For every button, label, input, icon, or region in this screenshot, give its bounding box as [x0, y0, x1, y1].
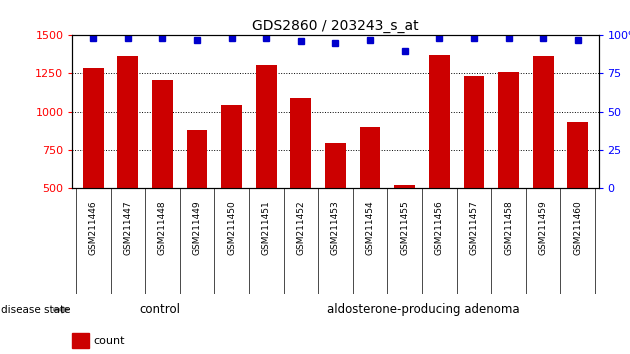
Bar — [464, 76, 484, 188]
Text: GSM211448: GSM211448 — [158, 200, 167, 255]
Text: GSM211446: GSM211446 — [89, 200, 98, 255]
Text: GSM211454: GSM211454 — [365, 200, 375, 255]
Text: GSM211452: GSM211452 — [296, 200, 306, 255]
Text: GSM211455: GSM211455 — [400, 200, 410, 255]
Text: GSM211456: GSM211456 — [435, 200, 444, 255]
Bar — [117, 56, 138, 188]
Text: count: count — [93, 336, 125, 346]
Text: GSM211460: GSM211460 — [573, 200, 582, 255]
Bar — [360, 127, 381, 188]
Text: GSM211459: GSM211459 — [539, 200, 547, 255]
Bar — [429, 55, 450, 188]
Bar — [152, 80, 173, 188]
Bar — [533, 56, 554, 188]
Text: aldosterone-producing adenoma: aldosterone-producing adenoma — [327, 303, 520, 316]
Bar — [186, 130, 207, 188]
Text: control: control — [140, 303, 181, 316]
Text: GSM211449: GSM211449 — [193, 200, 202, 255]
Bar — [394, 185, 415, 188]
Bar — [72, 333, 89, 348]
Text: GSM211457: GSM211457 — [469, 200, 478, 255]
Bar — [83, 68, 103, 188]
Title: GDS2860 / 203243_s_at: GDS2860 / 203243_s_at — [252, 19, 419, 33]
Text: GSM211458: GSM211458 — [504, 200, 513, 255]
Bar — [568, 122, 588, 188]
Text: disease state: disease state — [1, 305, 71, 315]
Bar — [325, 143, 346, 188]
Text: GSM211453: GSM211453 — [331, 200, 340, 255]
Text: GSM211447: GSM211447 — [123, 200, 132, 255]
Bar — [498, 72, 519, 188]
Bar — [290, 98, 311, 188]
Bar — [221, 105, 242, 188]
Bar — [256, 65, 277, 188]
Text: GSM211451: GSM211451 — [261, 200, 271, 255]
Text: GSM211450: GSM211450 — [227, 200, 236, 255]
